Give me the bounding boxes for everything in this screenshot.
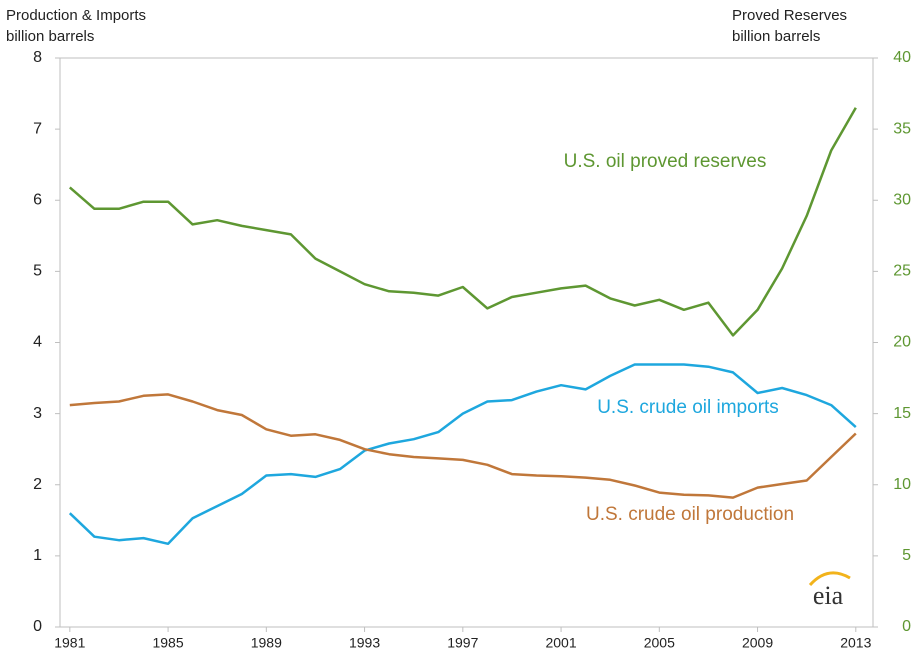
y2-tick-label: 25 <box>893 263 911 280</box>
y2-tick-label: 5 <box>902 547 911 564</box>
series-line <box>68 363 857 546</box>
y2-tick-label: 20 <box>893 334 911 351</box>
series-label: U.S. crude oil imports <box>597 397 779 418</box>
series-line <box>69 393 857 499</box>
x-tick-label: 1993 <box>349 635 380 651</box>
y-tick-label: 6 <box>33 191 42 208</box>
x-tick-label: 2009 <box>742 635 773 651</box>
x-tick-label: 2013 <box>840 635 871 651</box>
y-tick-label: 3 <box>33 405 42 422</box>
y2-tick-label: 35 <box>893 120 911 137</box>
y2-axis-title: billion barrels <box>732 28 820 45</box>
logo-swoosh <box>808 571 851 587</box>
x-tick-label: 1997 <box>447 635 478 651</box>
y2-tick-label: 30 <box>893 191 911 208</box>
y2-tick-label: 10 <box>893 476 911 493</box>
y2-axis-title: Proved Reserves <box>732 7 847 24</box>
y-axis-title: billion barrels <box>6 28 94 45</box>
series-label: U.S. oil proved reserves <box>564 151 767 172</box>
series-label: U.S. crude oil production <box>586 504 794 525</box>
x-tick-label: 1989 <box>251 635 282 651</box>
y-tick-label: 5 <box>33 263 42 280</box>
y-tick-label: 1 <box>33 547 42 564</box>
y2-tick-label: 15 <box>893 405 911 422</box>
x-tick-label: 2005 <box>644 635 675 651</box>
y-tick-label: 7 <box>33 120 42 137</box>
x-tick-label: 1985 <box>152 635 183 651</box>
y-tick-label: 8 <box>33 49 42 66</box>
x-tick-label: 2001 <box>545 635 576 651</box>
x-tick-label: 1981 <box>54 635 85 651</box>
y2-tick-label: 0 <box>902 618 911 635</box>
series-line <box>68 107 857 337</box>
y-axis-title: Production & Imports <box>6 7 146 24</box>
y-tick-label: 2 <box>33 476 42 493</box>
y2-tick-label: 40 <box>893 49 911 66</box>
plot-frame <box>59 57 874 628</box>
y-tick-label: 0 <box>33 618 42 635</box>
y-tick-label: 4 <box>33 334 42 351</box>
logo: eia <box>813 581 844 610</box>
